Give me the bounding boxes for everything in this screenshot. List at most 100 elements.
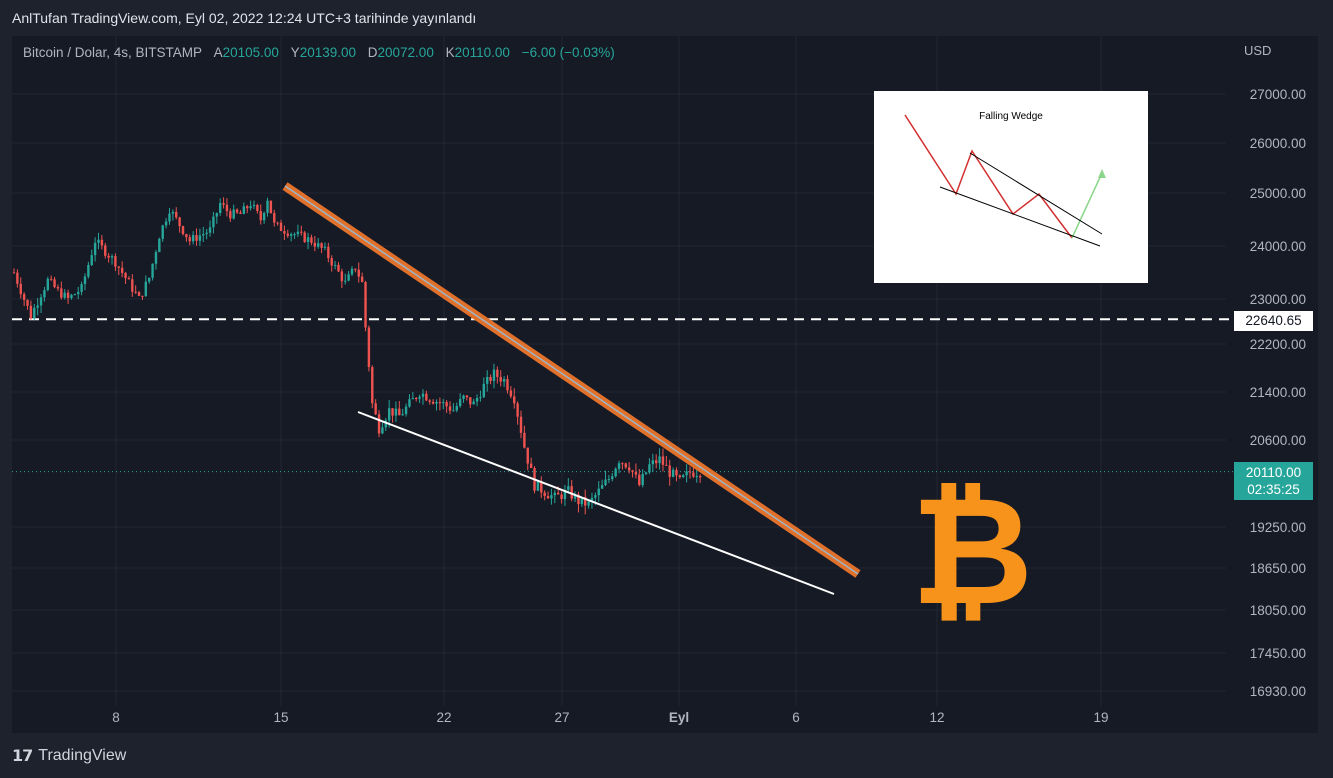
candle-body <box>56 287 60 289</box>
diagram-upper-line <box>969 152 1103 235</box>
candle-body <box>222 203 225 205</box>
candle-body <box>185 234 188 238</box>
candle-body <box>638 474 641 486</box>
price-level-line <box>12 318 1234 473</box>
currency-label[interactable]: USD <box>1244 43 1272 58</box>
candle-body <box>161 225 164 239</box>
candle-body <box>110 256 114 258</box>
candle-body <box>651 460 655 465</box>
candle-body <box>543 492 546 496</box>
candle-body <box>617 463 621 469</box>
candle-body <box>550 495 553 499</box>
symbol-name[interactable]: Bitcoin / Dolar, 4s, BITSTAMP <box>23 45 202 60</box>
candle-body <box>536 481 540 491</box>
candle-body <box>448 406 452 411</box>
candle-body <box>134 291 137 293</box>
candle-body <box>317 243 320 247</box>
candle-body <box>195 235 198 241</box>
candle-body <box>486 376 489 384</box>
candle-body <box>631 470 634 473</box>
open-value: 20105.00 <box>222 45 279 60</box>
price-tick-label: 23000.00 <box>1250 292 1306 307</box>
candle-body <box>188 237 191 242</box>
candle-body <box>570 486 573 499</box>
candle-body <box>198 235 202 241</box>
candle-body <box>93 242 97 256</box>
candle-body <box>330 258 333 266</box>
candle-body <box>655 460 658 464</box>
candle-body <box>384 420 387 428</box>
candle-body <box>499 376 502 382</box>
candle-body <box>482 383 486 398</box>
candle-body <box>49 278 53 280</box>
candle-body <box>445 402 448 407</box>
candle-body <box>63 292 66 298</box>
candle-body <box>364 282 367 328</box>
price-tick-label: 27000.00 <box>1250 87 1306 102</box>
footer-brand[interactable]: 𝟭𝟳 TradingView <box>12 746 126 766</box>
candle-body <box>442 402 445 404</box>
wedge-diagram <box>904 114 1106 247</box>
candle-body <box>120 267 124 273</box>
candle-body <box>12 272 16 274</box>
price-tick-label: 17450.00 <box>1250 646 1306 661</box>
price-tick-label: 26000.00 <box>1250 136 1306 151</box>
candle-body <box>242 206 246 214</box>
candle-body <box>340 271 344 282</box>
candle-body <box>607 479 611 481</box>
candle-body <box>675 469 678 476</box>
candle-body <box>262 212 266 221</box>
falling-wedge-inset: Falling Wedge <box>874 91 1148 283</box>
time-tick-label: 19 <box>1093 710 1108 725</box>
diagram-down-path <box>904 114 1073 239</box>
candle-body <box>104 245 107 256</box>
last-price-label: 20110.00 02:35:25 <box>1234 462 1313 500</box>
candle-body <box>80 284 83 292</box>
low-label: D <box>367 45 378 60</box>
candle-body <box>513 396 516 404</box>
candle-body <box>36 305 39 308</box>
close-label: K <box>445 45 455 60</box>
candle-body <box>350 268 354 275</box>
candle-body <box>600 485 604 489</box>
candle-body <box>418 396 421 399</box>
candle-body <box>648 464 651 473</box>
candle-body <box>337 264 340 272</box>
candle-body <box>357 269 360 277</box>
candle-body <box>489 376 492 381</box>
candle-body <box>658 456 661 464</box>
candle-body <box>73 294 77 296</box>
candle-body <box>553 492 556 496</box>
candle-body <box>266 200 269 213</box>
candle-body <box>151 263 154 278</box>
high-value: 20139.00 <box>299 45 356 60</box>
candle-body <box>692 472 695 477</box>
candle-body <box>587 501 590 506</box>
upper-channel-center <box>284 185 859 575</box>
candle-body <box>252 205 256 207</box>
candle-body <box>22 294 26 300</box>
bitcoin-symbol-icon: ₿ <box>911 465 1033 639</box>
candle-body <box>411 398 415 400</box>
candle-body <box>205 232 208 235</box>
price-axis: 27000.00 26000.00 25000.00 24000.00 23000.00… <box>1250 87 1306 699</box>
candle-body <box>415 398 418 400</box>
candle-body <box>594 495 597 498</box>
candle-body <box>124 272 127 279</box>
last-price: 20110.00 <box>1245 465 1302 480</box>
price-tick-label: 21400.00 <box>1250 385 1306 400</box>
candle-body <box>215 213 218 217</box>
candle-body <box>323 246 327 248</box>
candle-body <box>276 222 279 224</box>
candle-body <box>229 211 232 219</box>
candle-body <box>523 432 526 448</box>
candle-body <box>496 369 499 377</box>
time-tick-label: 12 <box>929 710 944 725</box>
candle-body <box>218 203 222 214</box>
candle-body <box>90 255 93 266</box>
price-tick-label: 19250.00 <box>1250 520 1306 535</box>
candle-body <box>374 403 377 415</box>
candle-body <box>158 238 161 253</box>
candle-body <box>401 414 404 416</box>
